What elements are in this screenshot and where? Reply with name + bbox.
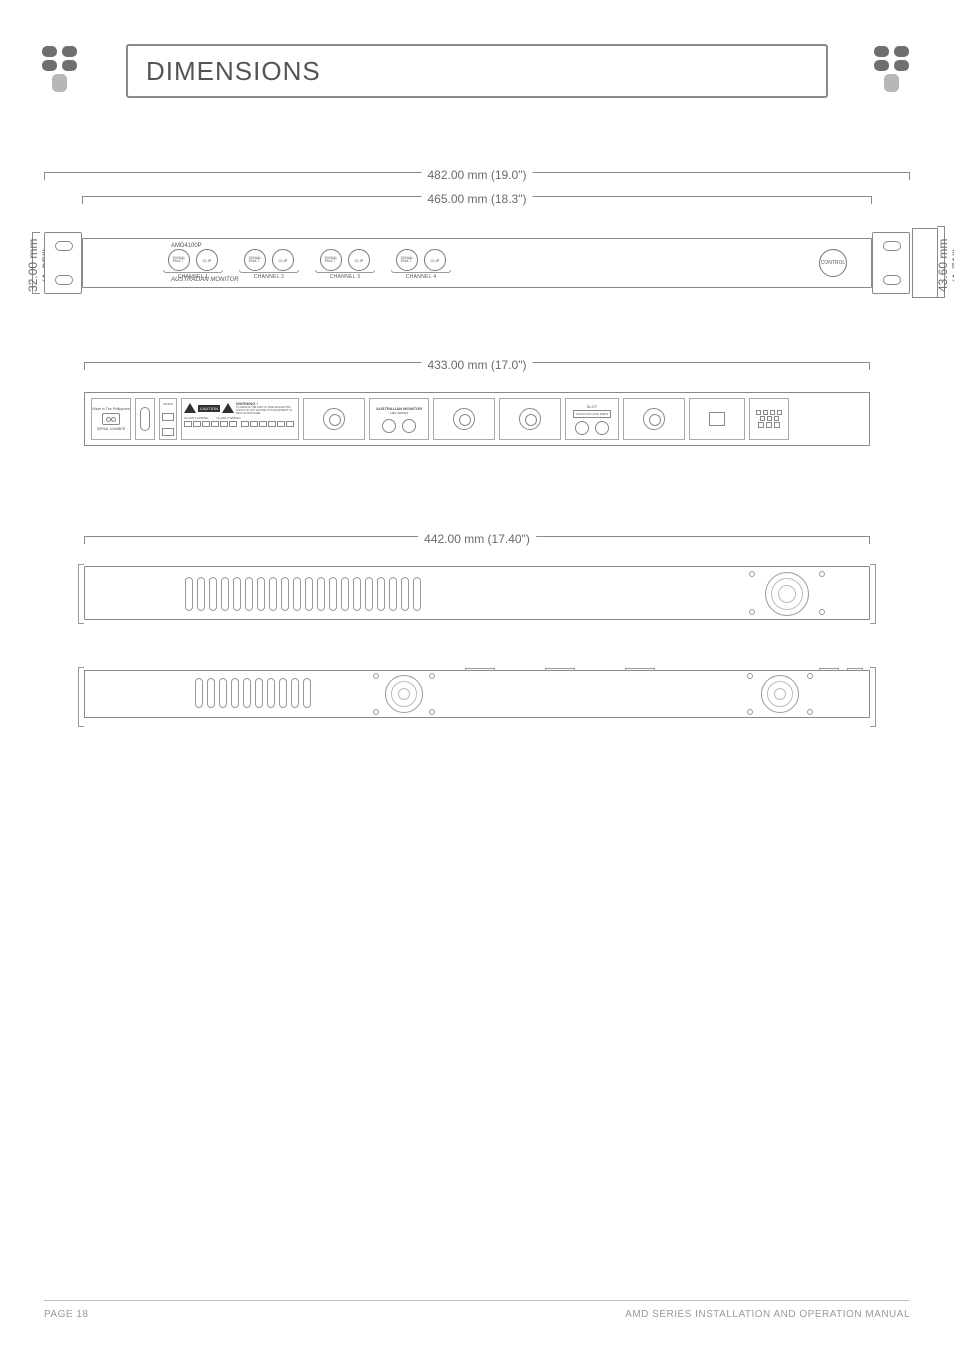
channel-1: SIGNAL FAULT CLIP CHANNEL 1: [163, 249, 223, 280]
signal-fault-indicator: SIGNAL FAULT: [396, 249, 418, 271]
screw-icon: [819, 571, 825, 577]
header-title-box: DIMENSIONS: [126, 44, 828, 98]
input-2-xlr: [499, 398, 561, 440]
clip-indicator: CLIP: [424, 249, 446, 271]
clip-indicator: CLIP: [348, 249, 370, 271]
screw-icon: [807, 709, 813, 715]
control-knob: CONTROL: [819, 249, 847, 277]
input-4-xlr: [303, 398, 365, 440]
screw-icon: [429, 709, 435, 715]
side-face: [84, 566, 870, 620]
power-switch: [135, 398, 155, 440]
ventilation-slots: [195, 678, 311, 708]
signal-fault-indicator: SIGNAL FAULT: [168, 249, 190, 271]
compliance-block: [749, 398, 789, 440]
screw-icon: [749, 571, 755, 577]
signal-fault-indicator: SIGNAL FAULT: [320, 249, 342, 271]
dim-front-width-outer: 482.00 mm (19.0"): [422, 168, 533, 182]
ventilation-slots: [185, 577, 421, 611]
side-view-2: [84, 670, 870, 730]
front-face: AMD4100P SIGNAL FAULT CLIP CHANNEL 1 SIG…: [82, 238, 872, 288]
screw-icon: [373, 709, 379, 715]
channel-group: SIGNAL FAULT CLIP CHANNEL 1 SIGNAL FAULT…: [163, 249, 861, 280]
fan-icon: [385, 675, 423, 713]
rear-panel-diagram: 433.00 mm (17.0") Made in The Philippine…: [84, 362, 870, 482]
notch: [847, 668, 863, 671]
screw-icon: [819, 609, 825, 615]
dim-side-width: 442.00 mm (17.40"): [418, 532, 536, 546]
mounting-flange-right: [870, 564, 876, 624]
rack-ear-left: [44, 232, 82, 294]
front-panel-diagram: 482.00 mm (19.0") 465.00 mm (18.3") 32.0…: [44, 172, 910, 302]
warning-triangle-icon: [222, 403, 234, 413]
screw-icon: [749, 609, 755, 615]
notch: [545, 668, 575, 671]
screw-icon: [429, 673, 435, 679]
input-3-xlr: [433, 398, 495, 440]
bottom-face: [84, 670, 870, 718]
dim-front-height-right: 43.60 mm (1.71"): [936, 239, 954, 292]
fan-icon: [761, 675, 799, 713]
rack-ear-right: [872, 232, 910, 294]
clip-indicator: CLIP: [272, 249, 294, 271]
rj45-icon: [709, 412, 725, 426]
dim-rear-width: 433.00 mm (17.0"): [422, 358, 533, 372]
screw-icon: [747, 673, 753, 679]
screw-icon: [747, 709, 753, 715]
warning-block: CAUTION WARNING ! TO REDUCE THE RISK OF …: [181, 398, 299, 440]
warning-text: TO REDUCE THE RISK OF FIRE OR ELECTRIC S…: [236, 406, 296, 415]
mounting-flange-right: [870, 667, 876, 727]
side-profile-icon: [912, 228, 938, 298]
page-header: DIMENSIONS: [44, 44, 910, 112]
series-label: AMD SERIES: [390, 411, 409, 415]
channel-2: SIGNAL FAULT CLIP CHANNEL 2: [239, 249, 299, 280]
output-terminal-block: [241, 421, 294, 427]
level-3-knob: [402, 419, 416, 433]
level-1-knob: [595, 421, 609, 435]
page-number: PAGE 18: [44, 1309, 88, 1320]
side-view-1: 442.00 mm (17.40"): [84, 536, 870, 636]
notch: [465, 668, 495, 671]
notch: [819, 668, 839, 671]
header-title: DIMENSIONS: [146, 56, 321, 87]
brand-logo: AUSTRALIAN MONITOR: [171, 277, 239, 283]
slot-block: SLOT AUDIO MIC AND SMPS: [565, 398, 619, 440]
caution-label: CAUTION: [198, 405, 220, 412]
made-in-label: Made in The Philippines: [92, 407, 129, 411]
channel-label: CHANNEL 2: [254, 274, 285, 280]
warning-triangle-icon: [184, 403, 196, 413]
brand-icon-left: [40, 44, 82, 96]
brand-icon-right: [872, 44, 914, 96]
notch: [625, 668, 655, 671]
channel-3: SIGNAL FAULT CLIP CHANNEL 3: [315, 249, 375, 280]
input-1-xlr: [623, 398, 685, 440]
fan-icon: [765, 572, 809, 616]
mains-label-block: MAINS: [159, 398, 177, 440]
clip-indicator: CLIP: [196, 249, 218, 271]
document-title: AMD SERIES INSTALLATION AND OPERATION MA…: [625, 1309, 910, 1320]
channel-label: CHANNEL 4: [406, 274, 437, 280]
signal-fault-indicator: SIGNAL FAULT: [244, 249, 266, 271]
screw-icon: [373, 673, 379, 679]
output-terminal-block: [184, 421, 237, 427]
brand-block: AUSTRALIAN MONITOR AMD SERIES: [369, 398, 429, 440]
power-plug-icon: [102, 413, 120, 425]
model-label: AMD4100P: [171, 243, 202, 249]
ethernet-block: [689, 398, 745, 440]
channel-label: CHANNEL 3: [330, 274, 361, 280]
level-4-knob: [382, 419, 396, 433]
dim-front-width-inner: 465.00 mm (18.3"): [422, 192, 533, 206]
rear-face: Made in The Philippines SERIAL NUMBER MA…: [84, 392, 870, 446]
page-footer: PAGE 18 AMD SERIES INSTALLATION AND OPER…: [44, 1300, 910, 1320]
level-2-knob: [575, 421, 589, 435]
iec-inlet: Made in The Philippines SERIAL NUMBER: [91, 398, 131, 440]
serial-label: SERIAL NUMBER: [97, 427, 125, 431]
channel-4: SIGNAL FAULT CLIP CHANNEL 4: [391, 249, 451, 280]
screw-icon: [807, 673, 813, 679]
